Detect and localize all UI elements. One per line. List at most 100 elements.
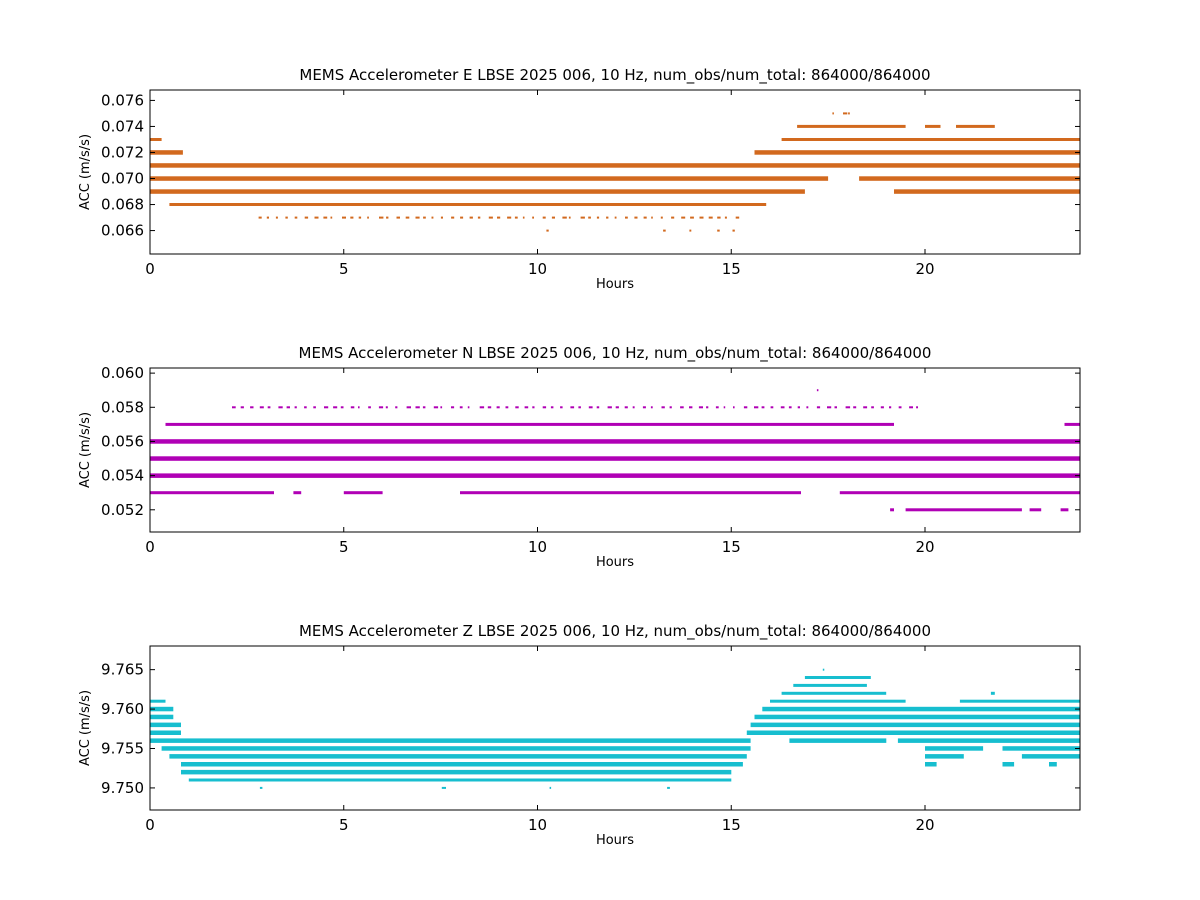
data-segment bbox=[793, 683, 867, 687]
data-point bbox=[358, 406, 360, 409]
data-segment bbox=[894, 189, 1080, 194]
data-segment bbox=[150, 138, 162, 141]
data-point bbox=[715, 406, 719, 409]
y-tick-label: 0.056 bbox=[101, 432, 144, 450]
data-point bbox=[853, 406, 857, 409]
chart-title: MEMS Accelerometer E LBSE 2025 006, 10 H… bbox=[299, 66, 930, 85]
y-tick-label: 0.072 bbox=[101, 143, 144, 161]
data-point bbox=[323, 216, 328, 219]
data-point bbox=[708, 216, 713, 219]
data-point bbox=[294, 406, 297, 409]
data-segment bbox=[181, 769, 732, 775]
data-point bbox=[650, 406, 653, 409]
data-point bbox=[816, 406, 821, 409]
x-tick-label: 20 bbox=[915, 538, 934, 556]
y-axis-label: ACC (m/s/s) bbox=[78, 690, 93, 766]
data-segment bbox=[169, 203, 767, 206]
chart-panel: MEMS Accelerometer N LBSE 2025 006, 10 H… bbox=[78, 344, 1081, 570]
data-point bbox=[681, 216, 686, 219]
data-segment bbox=[150, 189, 805, 194]
data-point bbox=[889, 406, 892, 409]
data-series-group bbox=[150, 112, 1080, 232]
data-point bbox=[378, 406, 384, 409]
data-segment bbox=[150, 706, 174, 712]
data-point bbox=[515, 406, 519, 409]
data-point bbox=[667, 786, 670, 789]
data-point bbox=[822, 668, 825, 671]
data-point bbox=[350, 406, 355, 409]
data-point bbox=[532, 406, 535, 409]
data-point bbox=[340, 406, 344, 409]
data-point bbox=[732, 229, 735, 232]
data-point bbox=[733, 406, 735, 409]
data-point bbox=[570, 406, 575, 409]
data-point bbox=[549, 786, 552, 789]
data-point bbox=[304, 216, 309, 219]
data-point bbox=[431, 216, 434, 219]
data-point bbox=[689, 229, 692, 232]
data-segment bbox=[1002, 762, 1015, 767]
data-point bbox=[634, 216, 638, 219]
data-segment bbox=[925, 754, 964, 759]
data-point bbox=[909, 406, 913, 409]
data-point bbox=[717, 216, 721, 219]
data-segment bbox=[1002, 746, 1080, 751]
data-segment bbox=[150, 714, 174, 720]
data-segment bbox=[150, 163, 1080, 168]
data-segment bbox=[956, 124, 995, 128]
data-point bbox=[333, 406, 338, 409]
x-tick-label: 0 bbox=[145, 260, 155, 278]
x-tick-label: 0 bbox=[145, 538, 155, 556]
data-segment bbox=[181, 762, 743, 767]
data-segment bbox=[750, 722, 1080, 728]
data-point bbox=[614, 216, 617, 219]
data-point bbox=[607, 406, 612, 409]
data-segment bbox=[150, 738, 751, 743]
data-point bbox=[385, 406, 388, 409]
data-point bbox=[588, 406, 593, 409]
data-point bbox=[507, 216, 512, 219]
data-point bbox=[267, 406, 271, 409]
data-point bbox=[440, 216, 443, 219]
data-point bbox=[578, 406, 581, 409]
data-point bbox=[615, 406, 619, 409]
data-point bbox=[460, 216, 464, 219]
data-point bbox=[550, 406, 554, 409]
plot-frame bbox=[149, 645, 1081, 811]
data-point bbox=[395, 406, 398, 409]
data-point bbox=[735, 216, 740, 219]
data-segment bbox=[789, 738, 887, 743]
data-point bbox=[459, 406, 463, 409]
x-axis-label: Hours bbox=[596, 555, 634, 570]
data-point bbox=[671, 216, 675, 219]
data-segment bbox=[188, 778, 732, 782]
data-point bbox=[487, 406, 492, 409]
data-point bbox=[562, 216, 567, 219]
data-segment bbox=[150, 722, 181, 728]
data-point bbox=[522, 216, 525, 219]
data-point bbox=[406, 406, 411, 409]
data-segment bbox=[890, 508, 894, 512]
chart-title: MEMS Accelerometer N LBSE 2025 006, 10 H… bbox=[299, 344, 932, 363]
data-point bbox=[422, 406, 426, 409]
data-point bbox=[827, 406, 832, 409]
data-segment bbox=[150, 456, 1080, 461]
data-point bbox=[467, 406, 470, 409]
data-point bbox=[843, 112, 848, 115]
data-segment bbox=[781, 138, 1080, 141]
data-segment bbox=[746, 730, 1080, 735]
data-point bbox=[441, 786, 446, 789]
y-tick-label: 0.074 bbox=[101, 117, 144, 135]
data-segment bbox=[781, 691, 887, 695]
data-point bbox=[698, 406, 703, 409]
data-point bbox=[532, 216, 534, 219]
data-point bbox=[680, 406, 684, 409]
data-segment bbox=[897, 738, 1080, 743]
y-tick-label: 0.052 bbox=[101, 501, 144, 519]
data-point bbox=[706, 406, 709, 409]
data-point bbox=[440, 406, 443, 409]
x-tick-label: 20 bbox=[915, 816, 934, 834]
x-tick-label: 15 bbox=[722, 538, 741, 556]
data-point bbox=[542, 406, 547, 409]
data-point bbox=[330, 216, 333, 219]
